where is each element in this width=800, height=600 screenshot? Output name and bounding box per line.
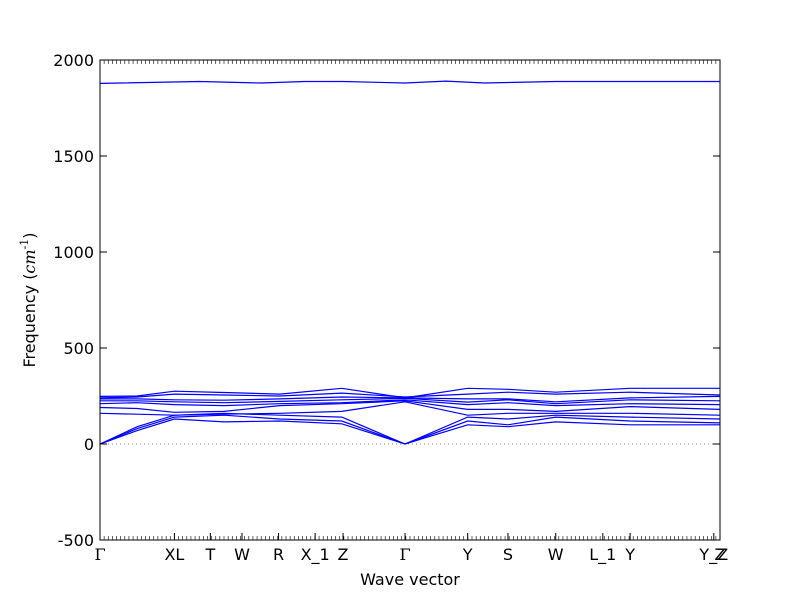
y-tick-label: 1500 <box>53 147 94 166</box>
band-2 <box>99 387 720 399</box>
x-tick-label: Y_Z <box>698 545 728 565</box>
x-tick-label: Γ <box>399 545 410 564</box>
y-tick-label: 1000 <box>53 243 94 262</box>
x-tick-label: L_1 <box>589 545 616 565</box>
x-tick-label: Z <box>715 545 726 564</box>
band-6 <box>99 399 721 407</box>
x-tick-label: R <box>273 545 284 564</box>
x-tick-label: T <box>204 545 215 564</box>
x-tick-label: S <box>503 545 513 564</box>
y-axis-label: Frequency (cm-1) <box>18 232 39 367</box>
band-lines <box>99 80 721 445</box>
band-1 <box>99 80 720 84</box>
x-tick-label: W <box>234 545 250 564</box>
x-tick-label: Z <box>338 545 349 564</box>
x-tick-label: W <box>548 545 564 564</box>
y-tick-label: 2000 <box>53 51 94 70</box>
plot-area <box>100 60 720 540</box>
x-tick-label: XL <box>164 545 184 564</box>
x-tick-label: Y <box>624 545 635 564</box>
y-tick-label: 0 <box>84 435 94 454</box>
band-5 <box>100 397 721 405</box>
y-tick-label: 500 <box>63 339 94 358</box>
band-3 <box>99 391 721 399</box>
x-axis-label: Wave vector <box>360 570 460 589</box>
band-10 <box>99 414 721 445</box>
band-11 <box>99 418 720 445</box>
x-tick-label: X_1 <box>301 545 330 565</box>
band-8 <box>99 401 721 416</box>
band-9 <box>99 412 721 445</box>
y-tick-label: -500 <box>58 531 94 550</box>
band-7 <box>99 400 721 413</box>
plot-background <box>100 60 720 540</box>
x-tick-label: Γ <box>94 545 105 564</box>
x-tick-label: Y <box>462 545 473 564</box>
band-4 <box>100 395 721 403</box>
